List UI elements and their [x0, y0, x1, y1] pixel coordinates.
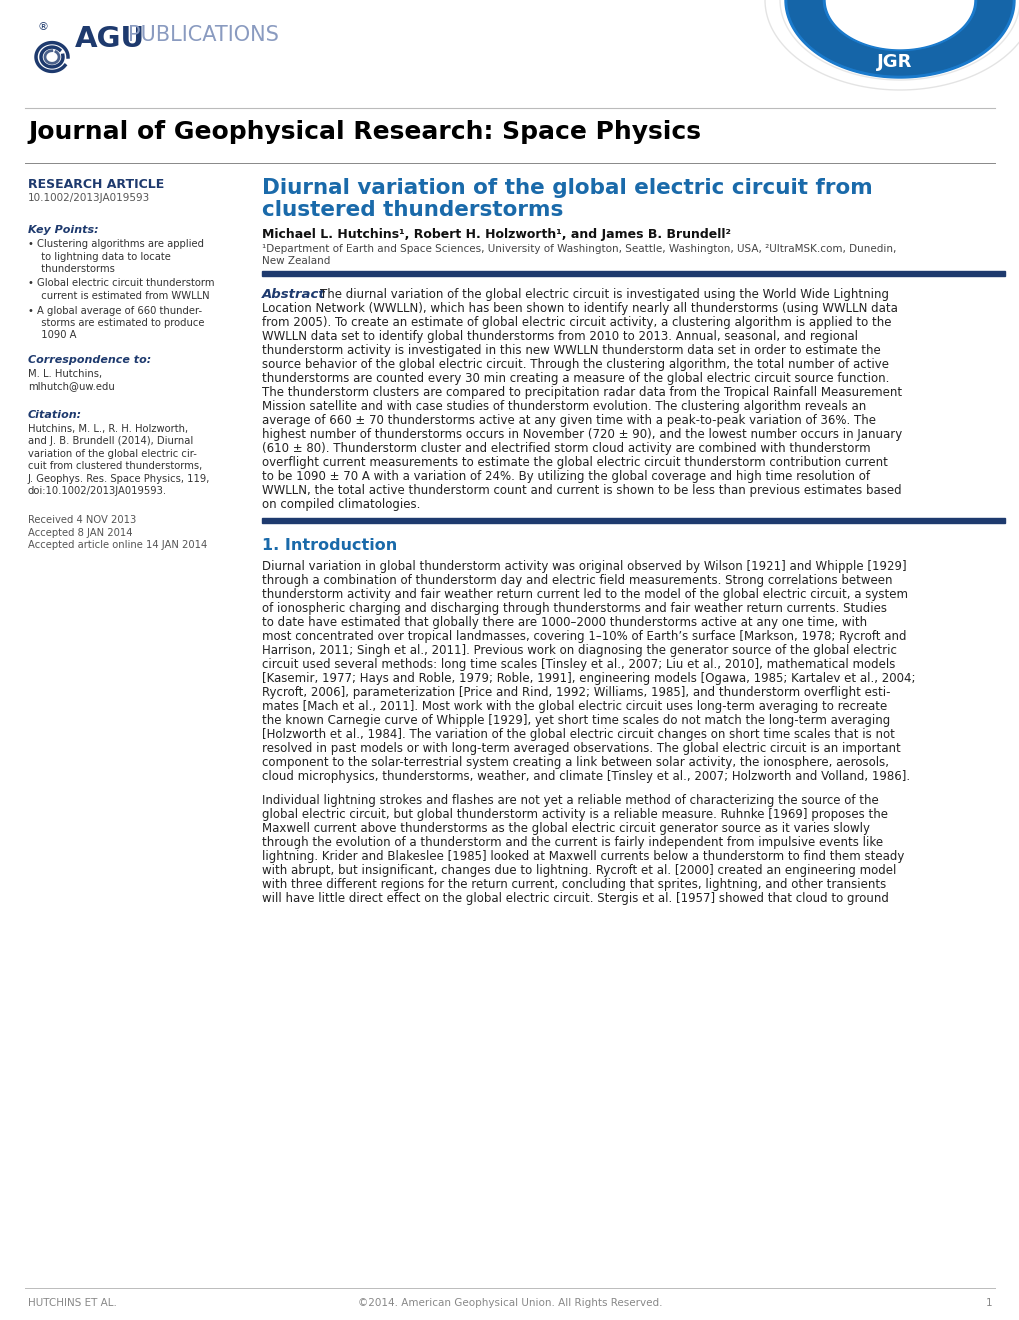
- Text: • A global average of 660 thunder-: • A global average of 660 thunder-: [28, 305, 202, 315]
- Text: thunderstorms: thunderstorms: [35, 264, 115, 275]
- Text: WWLLN, the total active thunderstorm count and current is shown to be less than : WWLLN, the total active thunderstorm cou…: [262, 484, 901, 498]
- Text: J. Geophys. Res. Space Physics, 119,: J. Geophys. Res. Space Physics, 119,: [28, 474, 210, 484]
- Text: Maxwell current above thunderstorms as the global electric circuit generator sou: Maxwell current above thunderstorms as t…: [262, 822, 869, 836]
- Text: through the evolution of a thunderstorm and the current is fairly independent fr: through the evolution of a thunderstorm …: [262, 836, 882, 849]
- Text: 1: 1: [984, 1298, 991, 1308]
- Text: (610 ± 80). Thunderstorm cluster and electrified storm cloud activity are combin: (610 ± 80). Thunderstorm cluster and ele…: [262, 442, 870, 455]
- Text: Abstract: Abstract: [262, 288, 325, 301]
- Text: Citation:: Citation:: [28, 411, 83, 420]
- Text: source behavior of the global electric circuit. Through the clustering algorithm: source behavior of the global electric c…: [262, 358, 889, 371]
- Text: from 2005). To create an estimate of global electric circuit activity, a cluster: from 2005). To create an estimate of glo…: [262, 315, 891, 329]
- Text: to date have estimated that globally there are 1000–2000 thunderstorms active at: to date have estimated that globally the…: [262, 616, 866, 630]
- Text: Accepted article online 14 JAN 2014: Accepted article online 14 JAN 2014: [28, 540, 207, 550]
- Text: The thunderstorm clusters are compared to precipitation radar data from the Trop: The thunderstorm clusters are compared t…: [262, 385, 901, 399]
- Text: global electric circuit, but global thunderstorm activity is a reliable measure.: global electric circuit, but global thun…: [262, 808, 888, 821]
- Text: through a combination of thunderstorm day and electric field measurements. Stron: through a combination of thunderstorm da…: [262, 574, 892, 587]
- Text: 10.1002/2013JA019593: 10.1002/2013JA019593: [28, 193, 150, 203]
- Text: [Holzworth et al., 1984]. The variation of the global electric circuit changes o: [Holzworth et al., 1984]. The variation …: [262, 729, 894, 741]
- Text: to lightning data to locate: to lightning data to locate: [35, 252, 171, 261]
- Text: AGU: AGU: [75, 25, 145, 53]
- Text: to be 1090 ± 70 A with a variation of 24%. By utilizing the global coverage and : to be 1090 ± 70 A with a variation of 24…: [262, 470, 869, 483]
- Text: WWLLN data set to identify global thunderstorms from 2010 to 2013. Annual, seaso: WWLLN data set to identify global thunde…: [262, 330, 857, 343]
- Text: JGR: JGR: [876, 53, 912, 71]
- Text: thunderstorms are counted every 30 min creating a measure of the global electric: thunderstorms are counted every 30 min c…: [262, 372, 889, 385]
- Bar: [262, 271, 1004, 276]
- Text: highest number of thunderstorms occurs in November (720 ± 90), and the lowest nu: highest number of thunderstorms occurs i…: [262, 428, 902, 441]
- Text: lightning. Krider and Blakeslee [1985] looked at Maxwell currents below a thunde: lightning. Krider and Blakeslee [1985] l…: [262, 850, 904, 863]
- Text: Key Points:: Key Points:: [28, 224, 99, 235]
- Text: storms are estimated to produce: storms are estimated to produce: [35, 318, 204, 327]
- Bar: [262, 517, 1004, 523]
- Text: clustered thunderstorms: clustered thunderstorms: [262, 201, 562, 220]
- Text: will have little direct effect on the global electric circuit. Stergis et al. [1: will have little direct effect on the gl…: [262, 892, 888, 906]
- Text: cuit from clustered thunderstorms,: cuit from clustered thunderstorms,: [28, 462, 202, 471]
- Text: PUBLICATIONS: PUBLICATIONS: [127, 25, 278, 45]
- Text: component to the solar-terrestrial system creating a link between solar activity: component to the solar-terrestrial syste…: [262, 756, 889, 770]
- Text: 1090 A: 1090 A: [35, 330, 76, 341]
- Text: circuit used several methods: long time scales [Tinsley et al., 2007; Liu et al.: circuit used several methods: long time …: [262, 657, 895, 671]
- Text: the known Carnegie curve of Whipple [1929], yet short time scales do not match t: the known Carnegie curve of Whipple [192…: [262, 714, 890, 727]
- Text: • Clustering algorithms are applied: • Clustering algorithms are applied: [28, 239, 204, 249]
- Text: Diurnal variation of the global electric circuit from: Diurnal variation of the global electric…: [262, 178, 872, 198]
- Text: • Global electric circuit thunderstorm: • Global electric circuit thunderstorm: [28, 279, 214, 289]
- Text: Michael L. Hutchins¹, Robert H. Holzworth¹, and James B. Brundell²: Michael L. Hutchins¹, Robert H. Holzwort…: [262, 228, 731, 242]
- Text: ©2014. American Geophysical Union. All Rights Reserved.: ©2014. American Geophysical Union. All R…: [358, 1298, 661, 1308]
- Text: Received 4 NOV 2013: Received 4 NOV 2013: [28, 515, 137, 525]
- Text: on compiled climatologies.: on compiled climatologies.: [262, 498, 420, 511]
- Text: Mission satellite and with case studies of thunderstorm evolution. The clusterin: Mission satellite and with case studies …: [262, 400, 865, 413]
- Text: HUTCHINS ET AL.: HUTCHINS ET AL.: [28, 1298, 117, 1308]
- Text: cloud microphysics, thunderstorms, weather, and climate [Tinsley et al., 2007; H: cloud microphysics, thunderstorms, weath…: [262, 770, 909, 783]
- Text: variation of the global electric cir-: variation of the global electric cir-: [28, 449, 197, 459]
- Text: most concentrated over tropical landmasses, covering 1–10% of Earth’s surface [M: most concentrated over tropical landmass…: [262, 630, 906, 643]
- Text: and J. B. Brundell (2014), Diurnal: and J. B. Brundell (2014), Diurnal: [28, 437, 193, 446]
- Text: ¹Department of Earth and Space Sciences, University of Washington, Seattle, Wash: ¹Department of Earth and Space Sciences,…: [262, 244, 896, 253]
- Text: Location Network (WWLLN), which has been shown to identify nearly all thundersto: Location Network (WWLLN), which has been…: [262, 302, 897, 315]
- Text: Hutchins, M. L., R. H. Holzworth,: Hutchins, M. L., R. H. Holzworth,: [28, 424, 187, 434]
- Text: Diurnal variation in global thunderstorm activity was original observed by Wilso: Diurnal variation in global thunderstorm…: [262, 560, 906, 573]
- Text: 1. Introduction: 1. Introduction: [262, 539, 396, 553]
- Text: mates [Mach et al., 2011]. Most work with the global electric circuit uses long-: mates [Mach et al., 2011]. Most work wit…: [262, 700, 887, 713]
- Text: thunderstorm activity and fair weather return current led to the model of the gl: thunderstorm activity and fair weather r…: [262, 587, 907, 601]
- Text: of ionospheric charging and discharging through thunderstorms and fair weather r: of ionospheric charging and discharging …: [262, 602, 887, 615]
- Text: current is estimated from WWLLN: current is estimated from WWLLN: [35, 290, 210, 301]
- Text: doi:10.1002/2013JA019593.: doi:10.1002/2013JA019593.: [28, 487, 167, 496]
- Text: [Kasemir, 1977; Hays and Roble, 1979; Roble, 1991], engineering models [Ogawa, 1: [Kasemir, 1977; Hays and Roble, 1979; Ro…: [262, 672, 915, 685]
- Text: New Zealand: New Zealand: [262, 256, 330, 267]
- Text: Rycroft, 2006], parameterization [Price and Rind, 1992; Williams, 1985], and thu: Rycroft, 2006], parameterization [Price …: [262, 686, 890, 700]
- Text: Correspondence to:: Correspondence to:: [28, 355, 151, 366]
- Text: RESEARCH ARTICLE: RESEARCH ARTICLE: [28, 178, 164, 191]
- Text: average of 660 ± 70 thunderstorms active at any given time with a peak-to-peak v: average of 660 ± 70 thunderstorms active…: [262, 414, 875, 426]
- Polygon shape: [788, 0, 1011, 75]
- Text: with abrupt, but insignificant, changes due to lightning. Rycroft et al. [2000] : with abrupt, but insignificant, changes …: [262, 865, 896, 876]
- Text: resolved in past models or with long-term averaged observations. The global elec: resolved in past models or with long-ter…: [262, 742, 900, 755]
- Text: with three different regions for the return current, concluding that sprites, li: with three different regions for the ret…: [262, 878, 886, 891]
- Text: ®: ®: [38, 22, 49, 32]
- Text: Individual lightning strokes and flashes are not yet a reliable method of charac: Individual lightning strokes and flashes…: [262, 795, 878, 807]
- Text: Journal of Geophysical Research: Space Physics: Journal of Geophysical Research: Space P…: [28, 120, 700, 144]
- Text: The diurnal variation of the global electric circuit is investigated using the W: The diurnal variation of the global elec…: [320, 288, 889, 301]
- Text: overflight current measurements to estimate the global electric circuit thunders: overflight current measurements to estim…: [262, 455, 887, 469]
- Text: Accepted 8 JAN 2014: Accepted 8 JAN 2014: [28, 528, 132, 537]
- Text: mlhutch@uw.edu: mlhutch@uw.edu: [28, 381, 115, 392]
- Polygon shape: [785, 0, 1014, 78]
- Text: Harrison, 2011; Singh et al., 2011]. Previous work on diagnosing the generator s: Harrison, 2011; Singh et al., 2011]. Pre…: [262, 644, 896, 657]
- Text: thunderstorm activity is investigated in this new WWLLN thunderstorm data set in: thunderstorm activity is investigated in…: [262, 345, 879, 356]
- Text: M. L. Hutchins,: M. L. Hutchins,: [28, 370, 102, 379]
